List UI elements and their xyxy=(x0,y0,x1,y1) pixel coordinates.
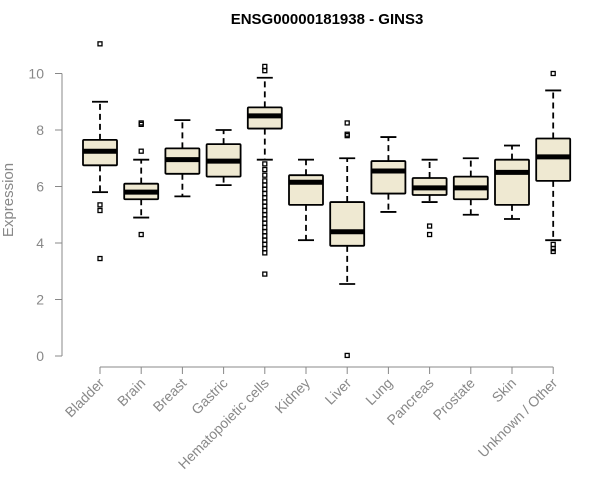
outlier-point xyxy=(426,223,433,229)
outlier-point xyxy=(262,233,268,239)
y-tick-label: 4 xyxy=(36,235,44,251)
outlier-point xyxy=(262,250,268,256)
outlier-point xyxy=(262,207,268,214)
outlier-point xyxy=(262,203,268,209)
x-tick-label: Prostate xyxy=(430,375,478,423)
outlier-point xyxy=(262,190,268,197)
y-tick-label: 0 xyxy=(36,348,44,364)
box xyxy=(494,158,530,206)
outlier-point xyxy=(97,255,103,262)
outlier-point xyxy=(262,178,268,184)
outlier-point xyxy=(262,195,268,201)
outlier-point xyxy=(262,63,268,70)
outlier-point xyxy=(426,231,433,238)
outlier-point xyxy=(262,216,268,222)
axes: 0 2 4 6 8 10 xyxy=(28,66,554,374)
box-group xyxy=(164,119,201,198)
box xyxy=(288,174,324,206)
outlier-point xyxy=(262,172,268,178)
chart-title: ENSG00000181938 - GINS3 xyxy=(231,11,424,28)
x-tick-label: Lung xyxy=(362,375,395,408)
x-tick-label: Breast xyxy=(150,375,190,415)
box-group xyxy=(205,129,242,186)
x-tick-label: Liver xyxy=(322,375,355,408)
box-group xyxy=(82,41,118,262)
outlier-point xyxy=(262,182,268,188)
y-axis-label: Expression xyxy=(0,163,17,237)
box xyxy=(329,201,366,247)
outlier-point xyxy=(138,231,144,238)
x-tick-label: Kidney xyxy=(272,375,314,417)
outlier-point xyxy=(262,186,268,192)
outlier-point xyxy=(262,199,268,205)
y-tick-label: 6 xyxy=(36,179,44,195)
y-tick-label: 8 xyxy=(36,122,44,138)
box xyxy=(535,137,572,182)
outlier-point xyxy=(344,132,350,139)
outlier-point xyxy=(262,241,268,248)
outlier-point xyxy=(550,248,556,255)
x-tick-label: Skin xyxy=(489,375,520,406)
outlier-point xyxy=(262,166,268,173)
box-group xyxy=(494,144,530,220)
outlier-point xyxy=(262,229,268,235)
box-group xyxy=(288,158,324,242)
outlier-point xyxy=(138,148,144,154)
outlier-point xyxy=(262,161,268,167)
box-group xyxy=(329,120,366,359)
outlier-point xyxy=(262,271,268,277)
x-tick-label: Brain xyxy=(114,375,148,409)
outlier-point xyxy=(262,68,268,74)
boxes-group xyxy=(82,41,572,359)
x-tick-label: Bladder xyxy=(62,375,108,421)
outlier-point xyxy=(550,241,556,248)
outlier-point xyxy=(97,202,103,208)
y-tick-label: 2 xyxy=(36,292,44,308)
outlier-point xyxy=(344,352,350,359)
y-tick-label: 10 xyxy=(28,66,44,82)
outlier-point xyxy=(262,224,268,231)
outlier-point xyxy=(344,120,350,126)
box-group xyxy=(411,158,448,238)
outlier-point xyxy=(138,121,144,127)
outlier-point xyxy=(97,41,103,47)
outlier-point xyxy=(262,220,268,226)
outlier-point xyxy=(262,212,268,218)
outlier-point xyxy=(97,207,103,214)
box xyxy=(370,160,407,195)
outlier-point xyxy=(262,237,268,243)
outlier-point xyxy=(550,70,556,77)
box-group xyxy=(246,63,283,277)
outlier-point xyxy=(550,245,556,252)
box-group xyxy=(535,70,572,255)
box-group xyxy=(123,120,160,238)
box-group xyxy=(370,136,407,213)
outlier-point xyxy=(262,245,268,252)
box-group xyxy=(452,157,489,216)
